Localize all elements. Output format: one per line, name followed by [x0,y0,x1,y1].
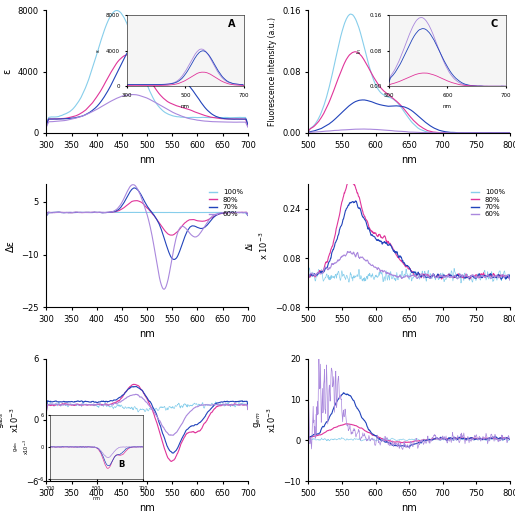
Y-axis label: g$_{em}$
x10$^{-3}$: g$_{em}$ x10$^{-3}$ [252,407,278,433]
Y-axis label: Fluorescence Intensity (a.u.): Fluorescence Intensity (a.u.) [268,17,277,126]
X-axis label: nm: nm [139,329,155,339]
Y-axis label: Δε: Δε [6,240,15,252]
X-axis label: nm: nm [401,155,417,165]
Y-axis label: ε: ε [2,69,12,74]
X-axis label: nm: nm [139,503,155,512]
X-axis label: nm: nm [139,155,155,165]
Y-axis label: Δi
x 10$^{-3}$: Δi x 10$^{-3}$ [246,231,270,260]
Legend: 100%, 80%, 70%, 60%: 100%, 80%, 70%, 60% [470,188,506,219]
X-axis label: nm: nm [401,503,417,512]
Y-axis label: g$_{abs}$
x10$^{-3}$: g$_{abs}$ x10$^{-3}$ [0,407,21,433]
Legend: 100%, 80%, 70%, 60%: 100%, 80%, 70%, 60% [208,188,245,219]
X-axis label: nm: nm [401,329,417,339]
